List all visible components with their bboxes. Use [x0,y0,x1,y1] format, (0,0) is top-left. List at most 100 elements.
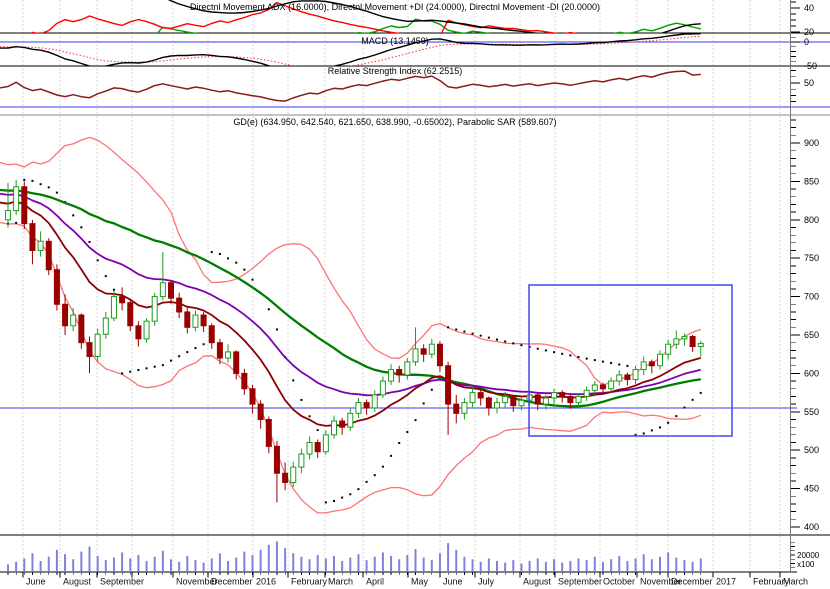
candle [624,374,631,381]
candle [216,342,223,359]
candle [290,466,297,483]
sar-dot [447,326,450,329]
volume-bar [577,558,580,572]
candle [583,389,590,397]
volume-bar [536,558,539,572]
volume-bar [512,560,515,572]
sar-dot [634,433,637,436]
candle [388,369,395,382]
volume-bar [235,557,238,572]
sar-dot [520,344,523,347]
sar-dot [194,347,197,350]
volume-bar [553,559,556,572]
volume-bar [691,561,694,572]
candle [5,210,11,221]
sar-dot [504,340,507,343]
volume-bar [496,560,498,572]
volume-bar [561,562,564,572]
sar-dot [186,351,189,354]
sar-dot [512,342,515,345]
candle [322,434,329,453]
volume-bar [227,560,230,572]
month-label: June [26,577,46,587]
candle [45,240,52,271]
candle [657,353,663,367]
candle [518,399,525,407]
price-axis-label: 800 [804,215,819,225]
volume-bar [634,558,637,572]
volume-bar [422,557,425,572]
volume-bar [479,561,482,572]
sar-dot [430,388,433,391]
candle [461,402,468,414]
candle [363,402,370,409]
candle [143,320,150,340]
volume-bar [520,563,523,572]
candle [102,317,109,335]
volume-bar [585,560,588,572]
candle [298,453,305,468]
candle [208,325,215,344]
volume-bar [202,562,205,572]
macd-axis-label: 0 [804,37,809,47]
sar-dot [341,496,344,499]
volume-bar [121,552,124,572]
sar-dot [39,183,42,186]
volume-bar [341,560,344,572]
volume-bar [471,559,474,572]
price-axis-label: 900 [804,138,819,148]
volume-bar [194,560,197,572]
candle [225,351,232,359]
volume-bar [390,555,393,572]
candle [485,397,492,409]
volume-bar [618,555,621,572]
candle [697,342,704,348]
volume-bar [349,557,352,572]
sar-dot [650,429,653,432]
candle [29,223,36,252]
volume-bar [365,560,368,572]
price-axis-label: 650 [804,330,819,340]
candle [599,384,606,390]
volume-bar [23,558,26,572]
volume-bar [186,555,189,572]
volume-bar [642,554,645,572]
sar-dot [300,398,303,401]
volume-bar [438,553,441,572]
month-label: November [176,577,218,587]
volume-bar [31,553,34,572]
candle [200,314,207,327]
candle [510,395,517,407]
sar-dot [23,178,26,181]
volume-bar [137,555,140,572]
candle [78,314,85,344]
candle [37,240,44,252]
volume-bar [129,558,132,572]
sar-dot [699,391,702,394]
sar-dot [610,362,613,365]
candle [436,343,443,367]
month-label: December [211,577,253,587]
candle [445,365,452,405]
volume-bar [170,559,172,572]
candle [559,392,566,397]
sar-dot [80,226,83,229]
candle [681,336,688,340]
volume-bar [683,560,686,572]
volume-bar [675,557,678,572]
sar-dot [422,402,425,405]
sar-dot [202,343,205,346]
volume-bar [316,555,319,572]
month-label: May [411,577,429,587]
candle [94,333,101,358]
month-label: August [523,577,552,587]
candle [379,380,386,396]
sar-dot [569,354,572,357]
volume-bar [333,555,335,572]
price-axis-label: 500 [804,445,819,455]
sar-dot [145,367,148,370]
sar-dot [626,364,629,367]
